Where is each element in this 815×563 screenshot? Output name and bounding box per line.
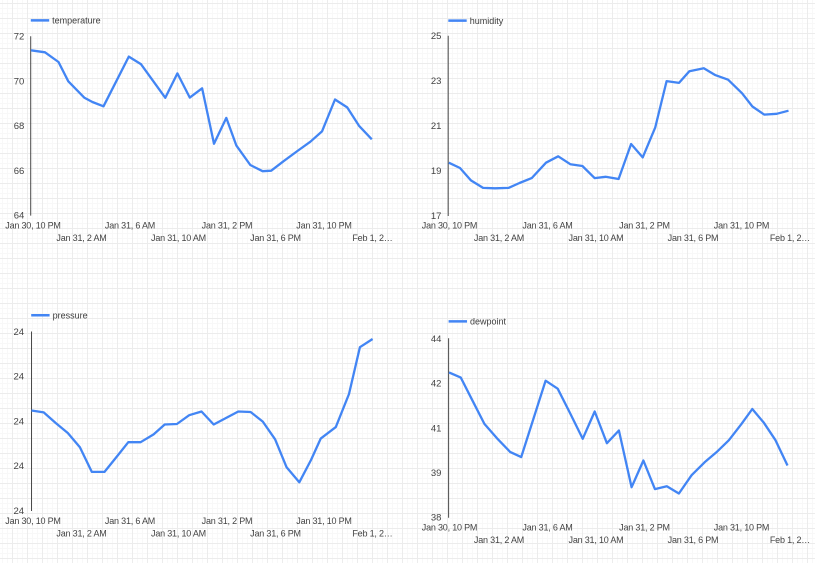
svg-text:Jan 31, 2 AM: Jan 31, 2 AM xyxy=(474,233,524,243)
svg-text:70: 70 xyxy=(14,76,25,87)
svg-text:Jan 31, 6 AM: Jan 31, 6 AM xyxy=(522,221,572,231)
svg-text:Jan 31, 6 PM: Jan 31, 6 PM xyxy=(250,528,301,538)
svg-text:Jan 31, 6 AM: Jan 31, 6 AM xyxy=(105,516,155,526)
svg-text:23: 23 xyxy=(431,76,442,87)
svg-text:dewpoint: dewpoint xyxy=(470,317,507,327)
svg-text:Jan 31, 2 AM: Jan 31, 2 AM xyxy=(474,535,524,545)
svg-text:42: 42 xyxy=(431,379,442,390)
svg-text:39: 39 xyxy=(431,468,442,479)
svg-text:24: 24 xyxy=(14,372,25,383)
svg-text:Jan 31, 10 AM: Jan 31, 10 AM xyxy=(151,233,206,243)
svg-text:19: 19 xyxy=(431,166,442,177)
svg-text:Feb 1, 2…: Feb 1, 2… xyxy=(770,535,810,545)
svg-text:Jan 31, 6 PM: Jan 31, 6 PM xyxy=(668,233,719,243)
svg-text:Jan 31, 10 AM: Jan 31, 10 AM xyxy=(151,528,206,538)
svg-text:Feb 1, 2…: Feb 1, 2… xyxy=(352,528,392,538)
svg-text:38: 38 xyxy=(431,513,442,524)
svg-text:24: 24 xyxy=(14,461,25,472)
svg-text:24: 24 xyxy=(14,416,25,427)
svg-text:66: 66 xyxy=(14,166,25,177)
svg-text:Jan 30, 10 PM: Jan 30, 10 PM xyxy=(422,221,477,231)
svg-text:Jan 31, 10 PM: Jan 31, 10 PM xyxy=(296,516,351,526)
svg-text:41: 41 xyxy=(431,423,442,434)
svg-text:44: 44 xyxy=(431,334,442,345)
svg-text:Jan 31, 2 PM: Jan 31, 2 PM xyxy=(619,522,670,532)
svg-text:Jan 31, 10 PM: Jan 31, 10 PM xyxy=(296,221,351,231)
svg-text:Jan 31, 10 AM: Jan 31, 10 AM xyxy=(569,535,624,545)
svg-text:Jan 31, 10 AM: Jan 31, 10 AM xyxy=(569,233,624,243)
svg-text:Jan 31, 6 AM: Jan 31, 6 AM xyxy=(522,522,572,532)
svg-text:humidity: humidity xyxy=(470,16,504,26)
svg-text:24: 24 xyxy=(14,506,25,517)
svg-text:21: 21 xyxy=(431,121,442,132)
svg-text:Jan 31, 2 AM: Jan 31, 2 AM xyxy=(56,233,106,243)
svg-text:64: 64 xyxy=(14,211,25,222)
svg-text:Jan 31, 2 PM: Jan 31, 2 PM xyxy=(202,221,253,231)
svg-text:Jan 30, 10 PM: Jan 30, 10 PM xyxy=(422,522,477,532)
svg-text:Feb 1, 2…: Feb 1, 2… xyxy=(352,233,392,243)
svg-text:Jan 31, 6 AM: Jan 31, 6 AM xyxy=(105,221,155,231)
svg-text:Jan 31, 6 PM: Jan 31, 6 PM xyxy=(668,535,719,545)
svg-text:24: 24 xyxy=(14,327,25,338)
svg-text:Jan 31, 10 PM: Jan 31, 10 PM xyxy=(714,522,769,532)
svg-text:Jan 31, 6 PM: Jan 31, 6 PM xyxy=(250,233,301,243)
svg-text:17: 17 xyxy=(431,211,442,222)
svg-text:68: 68 xyxy=(14,121,25,132)
svg-text:25: 25 xyxy=(431,31,442,42)
svg-text:72: 72 xyxy=(14,32,25,43)
svg-text:Jan 30, 10 PM: Jan 30, 10 PM xyxy=(5,221,60,231)
svg-text:Jan 30, 10 PM: Jan 30, 10 PM xyxy=(5,516,60,526)
svg-text:Jan 31, 2 PM: Jan 31, 2 PM xyxy=(619,221,670,231)
svg-text:pressure: pressure xyxy=(53,311,88,321)
svg-text:Jan 31, 10 PM: Jan 31, 10 PM xyxy=(714,221,769,231)
svg-text:Feb 1, 2…: Feb 1, 2… xyxy=(770,233,810,243)
svg-text:Jan 31, 2 AM: Jan 31, 2 AM xyxy=(56,528,106,538)
svg-text:Jan 31, 2 PM: Jan 31, 2 PM xyxy=(202,516,253,526)
svg-text:temperature: temperature xyxy=(52,16,101,26)
